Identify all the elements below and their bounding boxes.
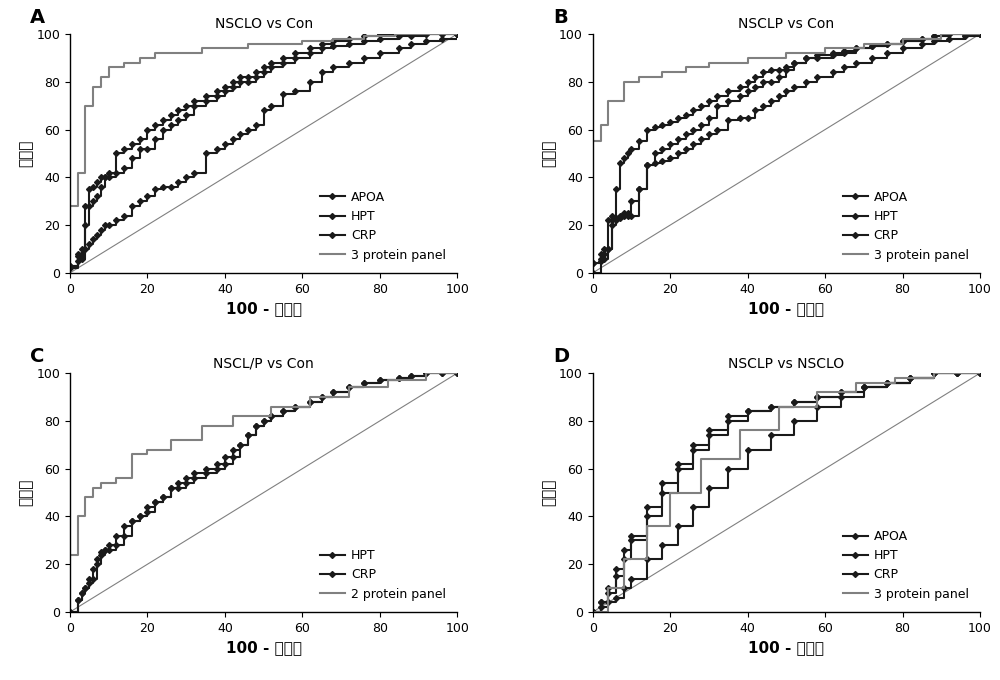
Title: NSCLO vs Con: NSCLO vs Con	[215, 18, 313, 31]
Legend: APOA, HPT, CRP, 3 protein panel: APOA, HPT, CRP, 3 protein panel	[315, 186, 451, 267]
Text: C: C	[30, 347, 44, 367]
Y-axis label: 灵敏度: 灵敏度	[19, 479, 34, 507]
Title: NSCL/P vs Con: NSCL/P vs Con	[213, 356, 314, 371]
Legend: APOA, HPT, CRP, 3 protein panel: APOA, HPT, CRP, 3 protein panel	[838, 186, 974, 267]
Y-axis label: 灵敏度: 灵敏度	[541, 479, 556, 507]
Title: NSCLP vs Con: NSCLP vs Con	[738, 18, 834, 31]
Text: B: B	[553, 8, 568, 27]
Title: NSCLP vs NSCLO: NSCLP vs NSCLO	[728, 356, 844, 371]
Legend: HPT, CRP, 2 protein panel: HPT, CRP, 2 protein panel	[315, 544, 451, 606]
Y-axis label: 灵敏度: 灵敏度	[541, 139, 556, 167]
X-axis label: 100 - 特异度: 100 - 特异度	[748, 641, 824, 656]
X-axis label: 100 - 特异度: 100 - 特异度	[748, 301, 824, 316]
Legend: APOA, HPT, CRP, 3 protein panel: APOA, HPT, CRP, 3 protein panel	[838, 525, 974, 606]
Text: A: A	[30, 8, 45, 27]
X-axis label: 100 - 特异度: 100 - 特异度	[226, 301, 302, 316]
Text: D: D	[553, 347, 569, 367]
X-axis label: 100 - 特异度: 100 - 特异度	[226, 641, 302, 656]
Y-axis label: 灵敏度: 灵敏度	[19, 139, 34, 167]
